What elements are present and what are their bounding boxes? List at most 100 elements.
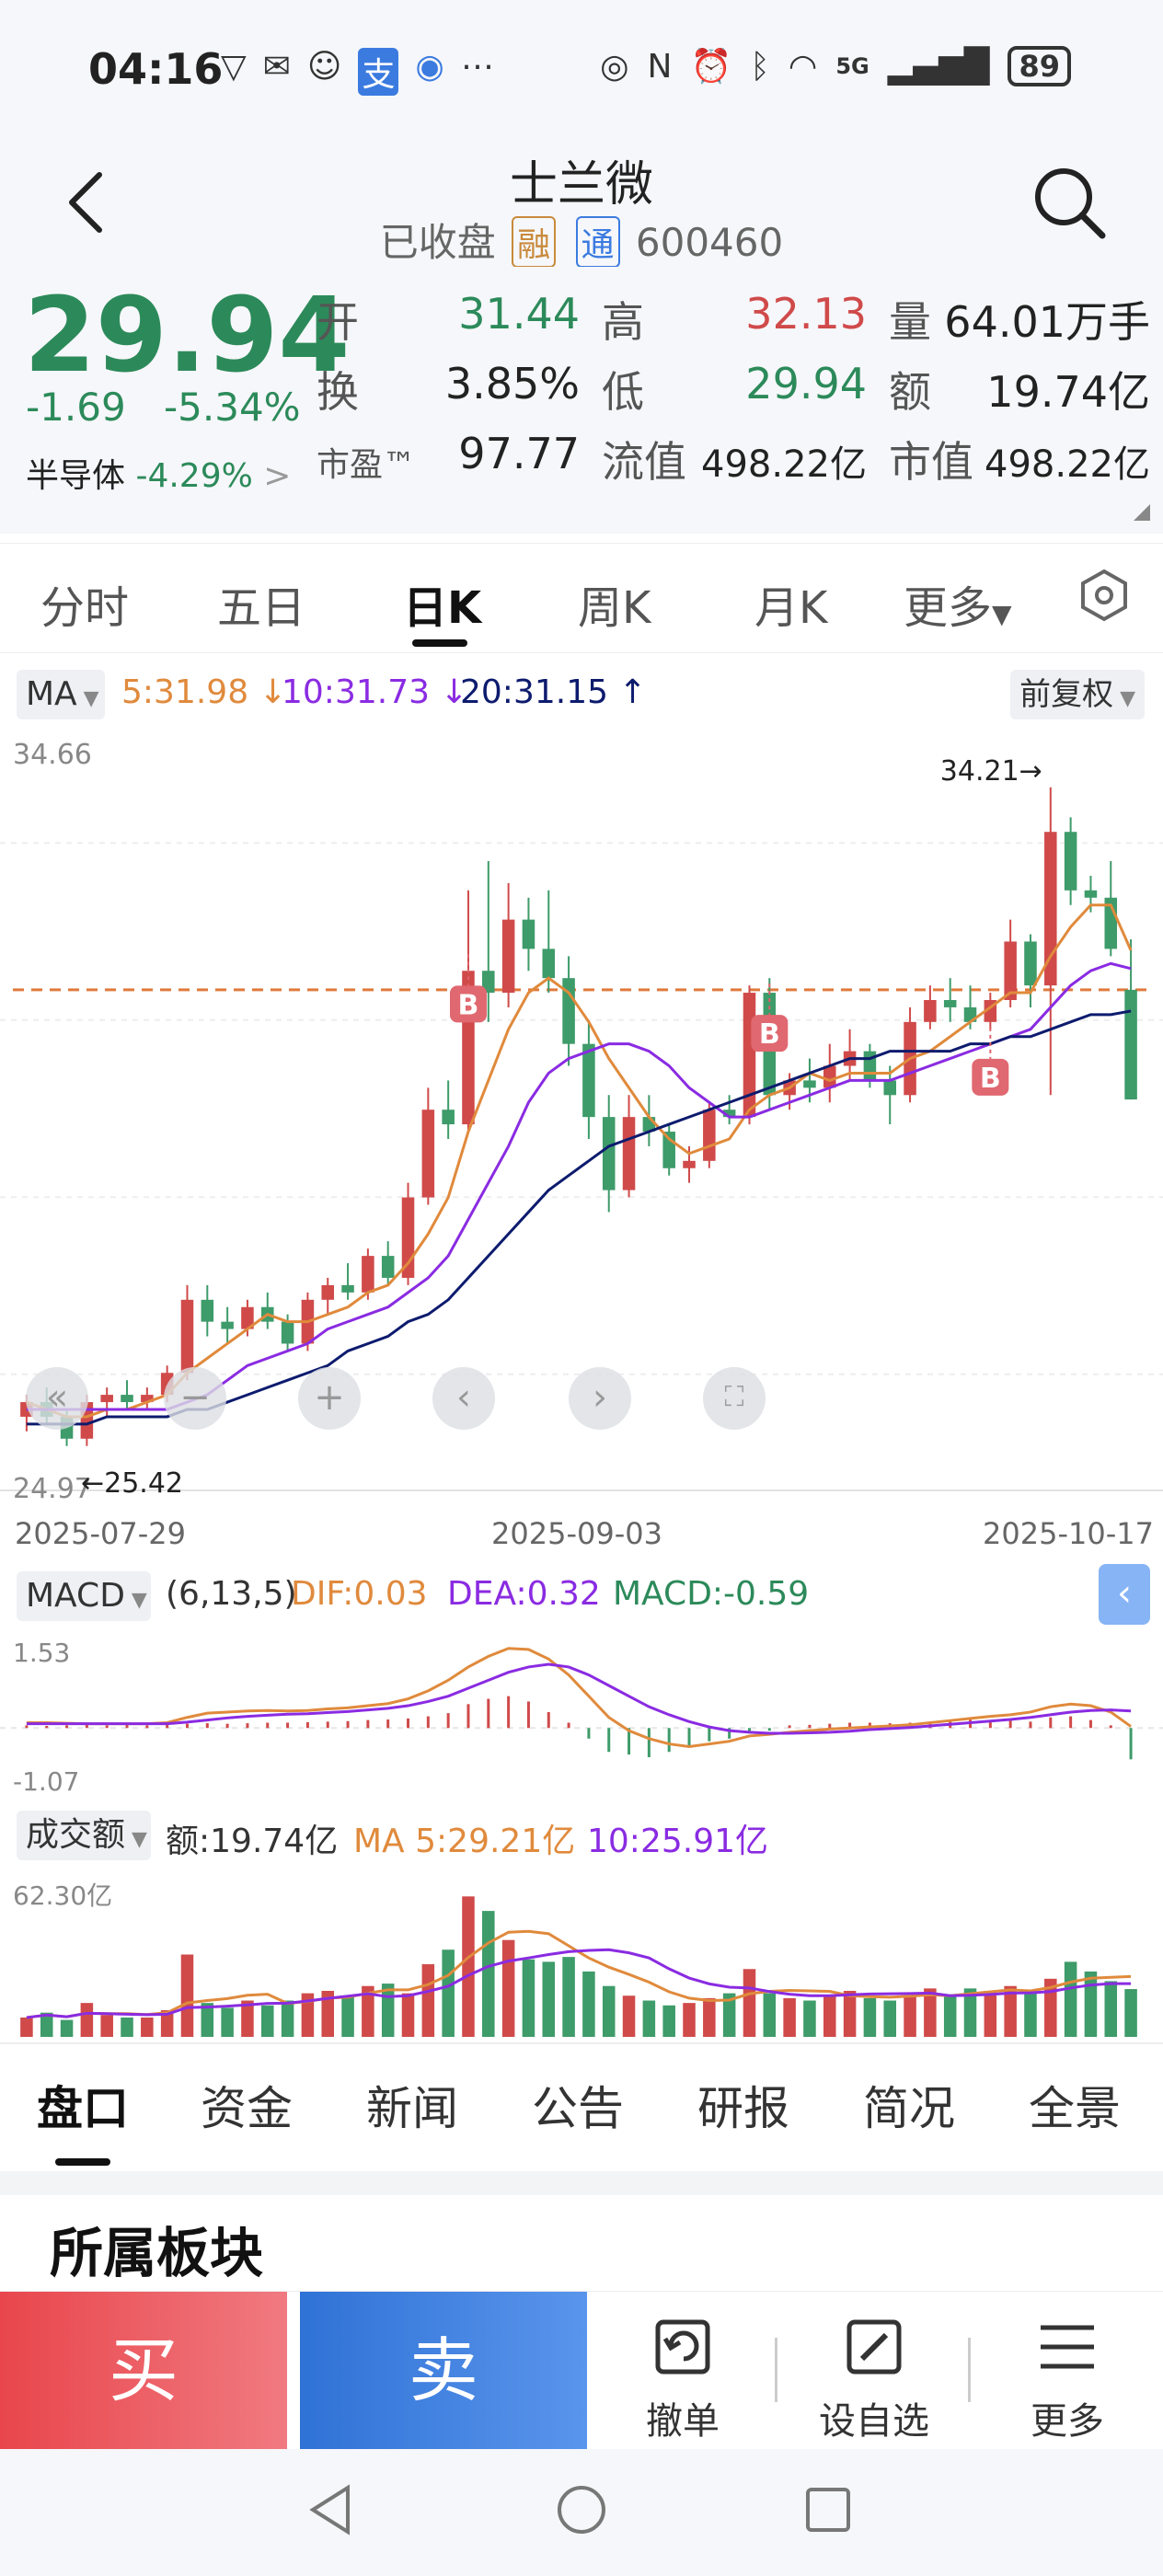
browser-icon: ◉: [415, 48, 444, 86]
amount-bar: [442, 1949, 455, 2037]
bluetooth-icon: ᛒ: [750, 47, 770, 86]
zoom-out-icon[interactable]: −: [164, 1367, 226, 1430]
candle-body: [482, 971, 495, 994]
amount-bar: [180, 1954, 194, 2037]
fullscreen-icon[interactable]: ⛶: [703, 1367, 766, 1430]
amount-bar: [743, 1969, 756, 2037]
amount-bar: [141, 2017, 154, 2037]
back-button[interactable]: [59, 166, 114, 239]
amount-bar: [121, 2017, 133, 2037]
tab-order-book[interactable]: 盘口: [37, 2082, 129, 2135]
candle-body: [201, 1299, 214, 1322]
tab-news[interactable]: 新闻: [366, 2082, 458, 2135]
cancel-order-label: 撤单: [646, 2400, 720, 2443]
sell-button[interactable]: 卖: [300, 2292, 587, 2450]
tab-monthly-k[interactable]: 月K: [754, 582, 828, 634]
tab-more[interactable]: 更多▼: [904, 571, 1012, 636]
period-tabs: 分时 五日 日K 周K 月K 更多▼: [0, 543, 1163, 653]
macd-select[interactable]: MACD ▼: [17, 1571, 151, 1621]
amount-bar: [763, 1993, 777, 2037]
candle-body: [180, 1299, 194, 1374]
vpn-icon: ▽: [221, 48, 247, 86]
candle-body: [743, 993, 756, 1118]
tab-intraday[interactable]: 分时: [40, 582, 130, 634]
expand-corner-icon[interactable]: [1134, 504, 1150, 521]
macd-chart[interactable]: 1.53 -1.07: [0, 1628, 1163, 1803]
tab-daily-k[interactable]: 日K: [403, 582, 482, 634]
tab-five-day[interactable]: 五日: [217, 582, 306, 634]
status-bar: 04:16 ▽ ✉ ☺ 支 ◉ ⋯ ◎ N ⏰ ᛒ ◠ 5G ▂▄▆█ 89: [0, 0, 1163, 147]
section-divider: [0, 2171, 1163, 2195]
adjust-label: 前复权: [1019, 676, 1114, 713]
nav-home-icon[interactable]: [554, 2482, 609, 2537]
network-label: 5G: [835, 53, 869, 79]
search-icon: [1035, 168, 1106, 239]
caret-down-icon: ▼: [76, 687, 99, 710]
amount-bar: [582, 1971, 595, 2037]
stock-name: 士兰微: [509, 157, 653, 213]
sector-link[interactable]: 半导体 -4.29% >: [26, 449, 291, 497]
tab-research[interactable]: 研报: [697, 2082, 789, 2135]
system-icons: ◎ N ⏰ ᛒ ◠ 5G ▂▄▆█ 89: [600, 46, 1071, 86]
candle-body: [501, 919, 515, 994]
candle-body: [683, 1160, 696, 1168]
candle-body: [1004, 941, 1017, 1000]
nav-recents-icon[interactable]: [800, 2482, 856, 2537]
add-watchlist-button[interactable]: 设自选: [800, 2310, 948, 2444]
signal-icon: ▂▄▆█: [887, 47, 990, 86]
amount-chart[interactable]: 62.30亿: [0, 1868, 1163, 2042]
stock-subtitle: 已收盘 融 通 600460: [0, 212, 1163, 268]
zoom-in-icon[interactable]: +: [298, 1367, 361, 1430]
amount-bar: [823, 1995, 836, 2037]
prev-icon[interactable]: ‹: [432, 1367, 495, 1430]
settings-hexagon-icon: [1081, 569, 1127, 622]
chart-settings-button[interactable]: [1077, 568, 1132, 634]
collapse-panel-button[interactable]: ‹: [1099, 1564, 1150, 1625]
candle-body: [141, 1395, 154, 1403]
tab-capital[interactable]: 资金: [201, 2082, 293, 2135]
date-start: 2025-07-29: [15, 1516, 186, 1551]
amount-bar: [1064, 1961, 1077, 2037]
macd-params: (6,13,5): [166, 1575, 297, 1613]
float-cap-value: 498.22亿: [701, 443, 867, 486]
buy-button[interactable]: 买: [0, 2292, 287, 2450]
tab-panorama[interactable]: 全景: [1029, 2082, 1121, 2135]
undo-icon: [655, 2319, 710, 2375]
amount-select[interactable]: 成交额 ▼: [17, 1811, 151, 1860]
buy-marker-label: B: [980, 1063, 1001, 1095]
double-left-icon[interactable]: «: [26, 1367, 88, 1430]
indicator-select[interactable]: MA ▼: [17, 670, 105, 719]
tab-weekly-k[interactable]: 周K: [578, 582, 651, 634]
candle-body: [943, 999, 957, 1007]
buy-marker: [449, 985, 487, 1023]
tab-profile[interactable]: 简况: [863, 2082, 955, 2135]
caret-down-icon: ▼: [1113, 687, 1135, 710]
candle-body: [582, 1043, 595, 1118]
candle-body: [522, 919, 535, 949]
amount-bar: [863, 1997, 877, 2037]
next-icon[interactable]: ›: [569, 1367, 631, 1430]
more-button[interactable]: 更多: [994, 2310, 1141, 2444]
amount-bar: [803, 2000, 816, 2037]
amount-bar: [341, 1995, 354, 2037]
chevron-right-icon: >: [263, 457, 292, 495]
amount-bar: [642, 2000, 656, 2037]
eye-icon: ◎: [600, 47, 629, 86]
nav-back-icon[interactable]: [304, 2482, 359, 2537]
date-mid: 2025-09-03: [491, 1516, 662, 1551]
alipay-icon: 支: [358, 48, 399, 96]
amount-bar: [984, 1990, 997, 2037]
tab-announcements[interactable]: 公告: [532, 2082, 624, 2135]
pe-value: 97.77: [458, 429, 580, 478]
macd-y-max-label: 1.53: [13, 1638, 70, 1668]
amount-label: 额: [889, 367, 931, 417]
adjust-select[interactable]: 前复权 ▼: [1010, 670, 1145, 719]
amount-bar: [1084, 1971, 1098, 2037]
amount-legend: 成交额 ▼ 额:19.74亿 MA 5:29.21亿 10:25.91亿: [0, 1803, 1163, 1868]
chevron-left-icon: [69, 172, 102, 233]
search-button[interactable]: [1029, 162, 1111, 245]
amount-bar: [963, 1988, 977, 2037]
price-change-pct: -5.34%: [164, 385, 301, 430]
candle-body: [562, 978, 575, 1044]
cancel-order-button[interactable]: 撤单: [609, 2310, 756, 2444]
